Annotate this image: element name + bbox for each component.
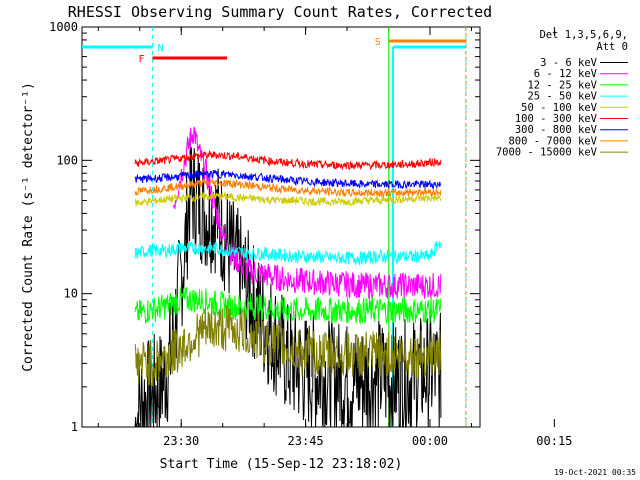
y-tick-label: 1000: [49, 20, 78, 34]
legend-label: 25 - 50 keV: [527, 91, 597, 103]
saa-flag-label: S: [375, 37, 381, 48]
legend-header-line1: Det 1,3,5,6,9,: [539, 29, 628, 41]
series-line-4: [134, 191, 442, 208]
legend-label: 800 - 7000 keV: [508, 135, 597, 147]
legend-label: 100 - 300 keV: [515, 113, 598, 125]
series-line-6: [134, 169, 441, 190]
series-line-8: [134, 304, 442, 387]
x-tick-label: 23:45: [288, 434, 324, 448]
night-flag-label: N: [157, 43, 163, 54]
chart-title: RHESSI Observing Summary Count Rates, Co…: [68, 3, 492, 21]
legend-label: 6 - 12 keV: [534, 68, 598, 80]
legend-label: 3 - 6 keV: [540, 57, 598, 69]
y-axis-label: Corrected Count Rate (s⁻¹ detector⁻¹): [21, 82, 36, 372]
timestamp: 19-Oct-2021 00:35: [554, 468, 636, 477]
series-line-1: [172, 126, 442, 300]
x-tick-label: 23:30: [163, 434, 199, 448]
series-line-3: [134, 240, 442, 266]
series-line-7: [134, 178, 442, 199]
flare-flag-label: F: [138, 54, 144, 65]
series-line-2: [134, 287, 442, 325]
series-lines: [134, 126, 442, 428]
legend-header-line2: Att 0: [596, 41, 628, 53]
x-tick-label: 00:15: [536, 434, 572, 448]
legend-label: 12 - 25 keV: [527, 79, 597, 91]
legend-label: 300 - 800 keV: [515, 124, 598, 136]
legend-label: 7000 - 15000 keV: [496, 147, 598, 159]
x-tick-label: 00:00: [412, 434, 448, 448]
legend-label: 50 - 100 keV: [521, 102, 598, 114]
y-tick-label: 100: [56, 153, 78, 167]
x-axis-label: Start Time (15-Sep-12 23:18:02): [160, 457, 403, 472]
series-line-0: [134, 131, 442, 428]
series-line-5: [134, 150, 442, 171]
y-tick-label: 10: [64, 287, 78, 301]
y-tick-label: 1: [71, 420, 78, 434]
y-axis-label-text: Corrected Count Rate (s⁻¹ detector⁻¹): [21, 82, 36, 372]
plot-frame: [81, 26, 481, 428]
